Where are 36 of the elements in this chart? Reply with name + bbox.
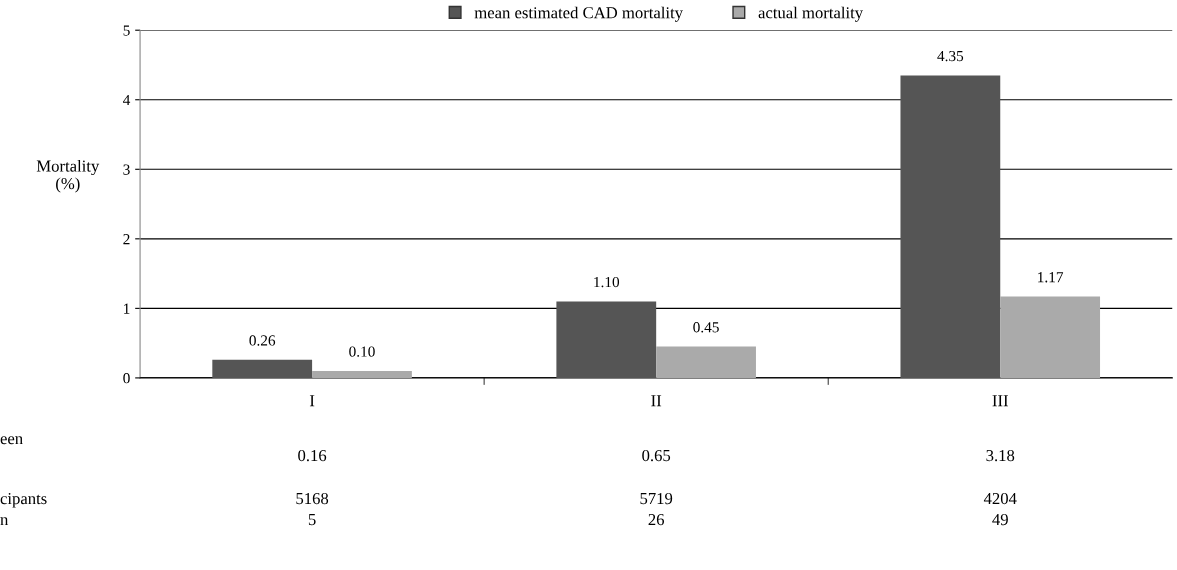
text: 3.18 bbox=[986, 449, 1015, 462]
y-axis-title: Mortality (%) bbox=[36, 159, 100, 193]
data-label: 1.10 bbox=[594, 276, 620, 288]
bar bbox=[900, 75, 1001, 378]
data-label: 0.26 bbox=[249, 335, 276, 346]
text: 5 bbox=[308, 514, 316, 526]
text: cipants bbox=[0, 492, 47, 508]
data-label: 1.17 bbox=[1038, 272, 1064, 283]
legend-label: mean estimated CAD mortality bbox=[474, 6, 683, 22]
y-tick-label: 1 bbox=[124, 303, 130, 314]
data-label: 0.10 bbox=[349, 346, 375, 357]
data-label: 0.45 bbox=[693, 322, 719, 333]
text: 5168 bbox=[296, 492, 329, 505]
text: een bbox=[0, 436, 23, 445]
text: n bbox=[0, 517, 9, 526]
y-tick-label: 5 bbox=[123, 25, 130, 36]
bar bbox=[212, 359, 313, 378]
bar bbox=[556, 301, 657, 378]
text: 0.16 bbox=[298, 449, 327, 462]
bar bbox=[656, 346, 756, 378]
text: 5719 bbox=[640, 492, 673, 505]
x-tick-label: III bbox=[992, 395, 1008, 407]
text: 4204 bbox=[983, 492, 1017, 505]
y-tick-label: 4 bbox=[123, 94, 131, 106]
y-tick-label: 3 bbox=[123, 164, 130, 175]
legend-label: actual mortality bbox=[758, 6, 864, 22]
x-tick-label: II bbox=[651, 395, 662, 407]
y-tick-label: 0 bbox=[123, 373, 130, 384]
text: 0.65 bbox=[642, 449, 671, 462]
text: 26 bbox=[648, 513, 665, 526]
bar bbox=[1000, 296, 1101, 378]
text: 49 bbox=[992, 513, 1008, 526]
bar bbox=[312, 370, 412, 378]
y-tick-label: 2 bbox=[123, 234, 130, 245]
x-tick-label: I bbox=[309, 395, 315, 407]
data-label: 4.35 bbox=[937, 50, 964, 62]
